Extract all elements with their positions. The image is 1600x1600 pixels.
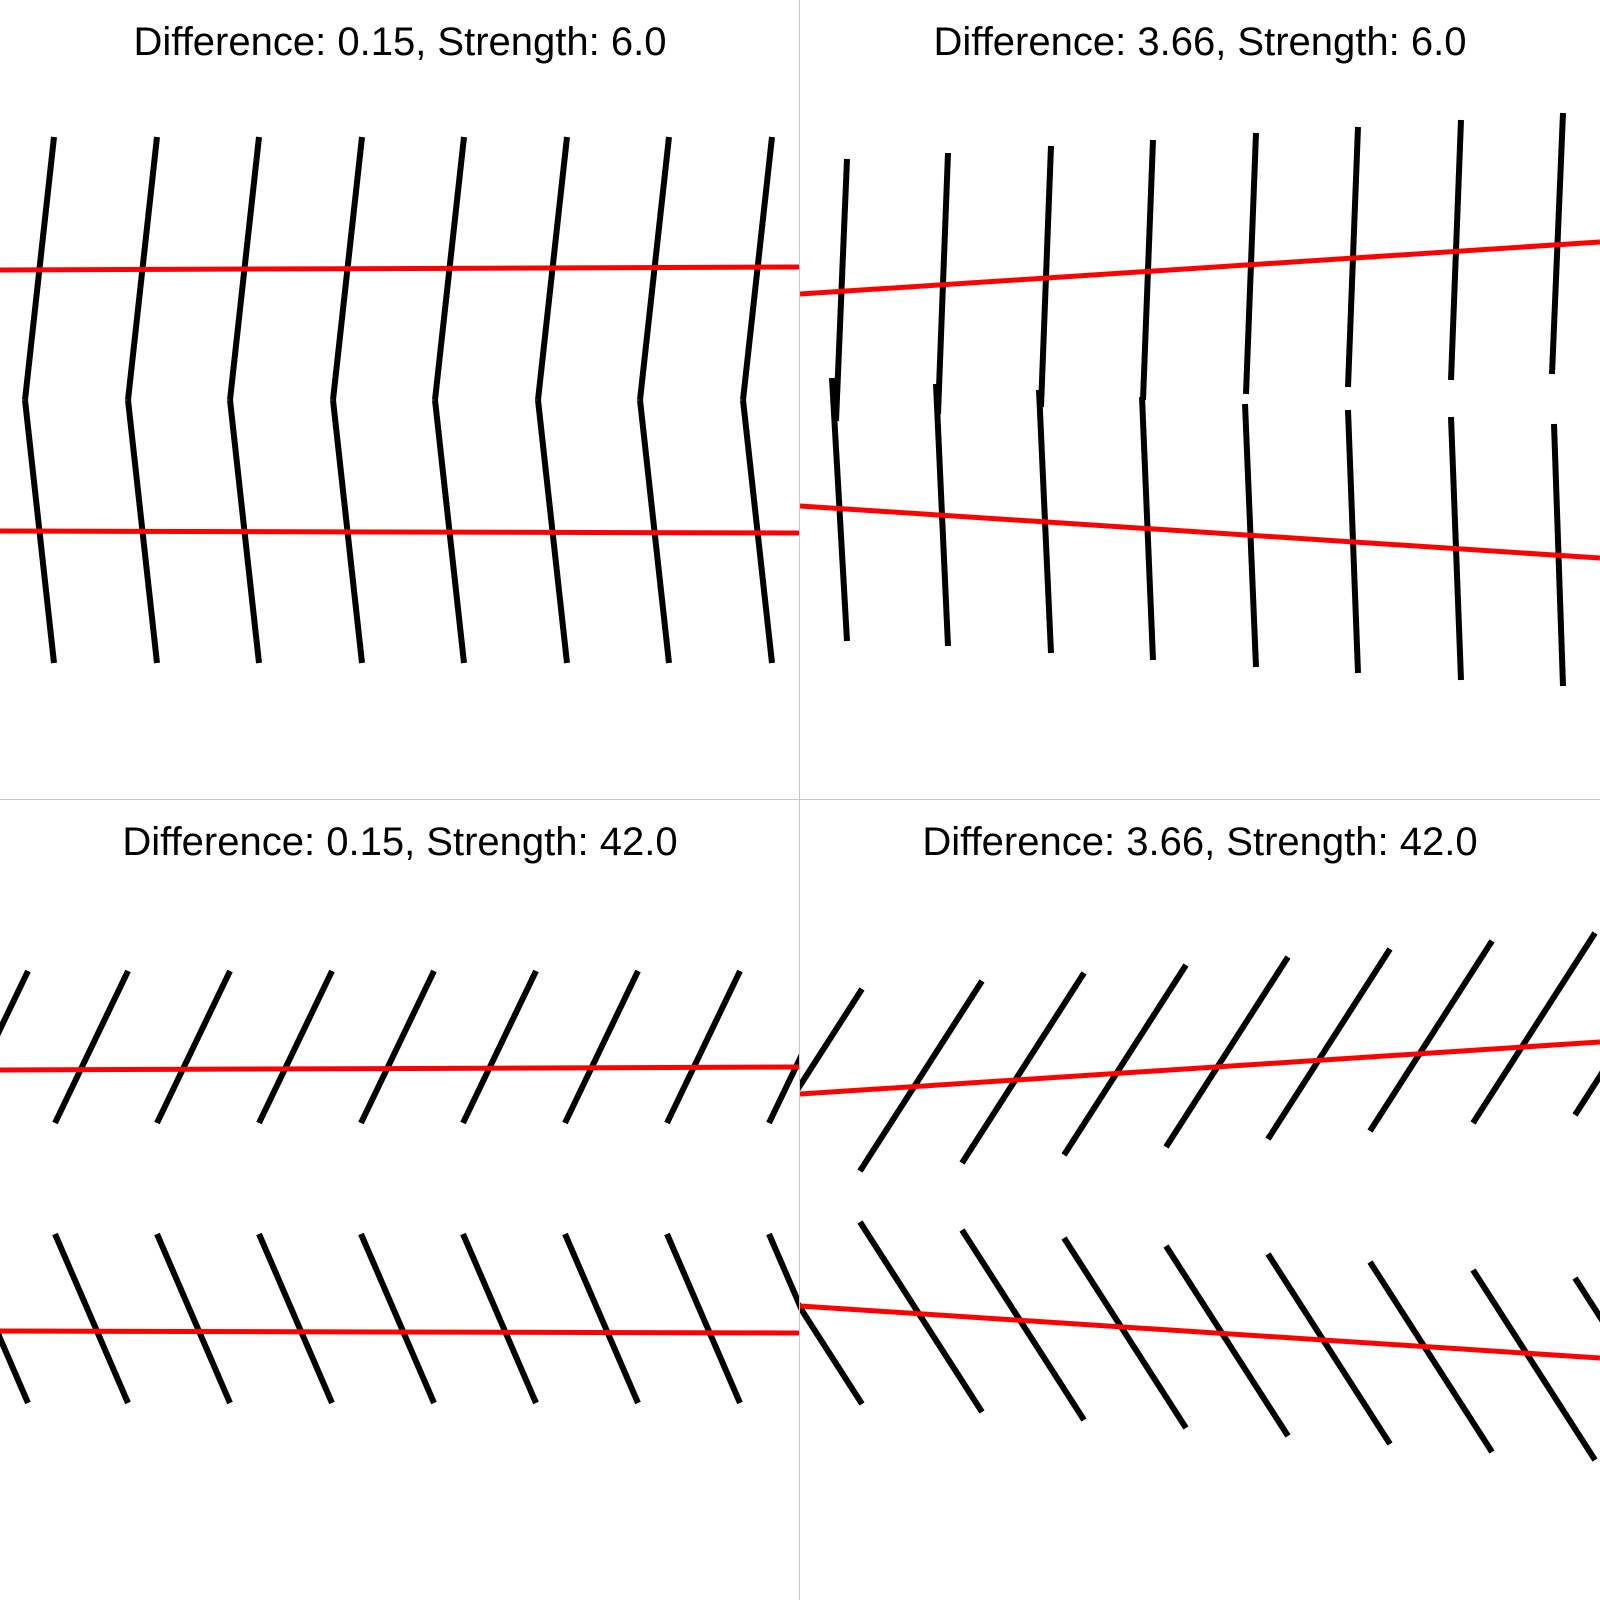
panel-title: Difference: 0.15, Strength: 42.0: [122, 820, 678, 864]
upper-inducer-line: [800, 987, 865, 1092]
lower-test-line: [800, 503, 1600, 561]
stimulus-drawing: [800, 931, 1600, 1462]
upper-inducer-line: [1470, 931, 1598, 1125]
lower-inducer-line: [52, 1232, 131, 1405]
lower-inducer-line: [1470, 1268, 1598, 1462]
lower-inducer-line: [766, 1232, 800, 1314]
upper-test-line: [0, 264, 800, 273]
upper-inducer-line: [959, 971, 1087, 1165]
upper-inducer-line: [52, 969, 131, 1125]
lower-inducer-line: [1367, 1260, 1495, 1454]
lower-inducer-line: [857, 1220, 985, 1414]
panel-title: Difference: 3.66, Strength: 42.0: [922, 820, 1478, 864]
upper-inducer-line: [256, 969, 335, 1125]
upper-inducer-line: [562, 969, 641, 1125]
lower-inducer-line: [800, 1301, 865, 1406]
panel-difference-3-66-strength-42: Difference: 3.66, Strength: 42.0: [800, 800, 1600, 1600]
upper-inducer-line: [1572, 1070, 1600, 1117]
lower-inducer-line: [154, 1232, 233, 1405]
lower-inducer-line: [358, 1232, 437, 1405]
lower-inducer-line: [1265, 1252, 1393, 1446]
panel-difference-0-15-strength-42: Difference: 0.15, Strength: 42.0: [0, 800, 800, 1600]
panel-difference-3-66-strength-6: Difference: 3.66, Strength: 6.0: [800, 0, 1600, 800]
vertical-divider: [799, 0, 800, 1600]
lower-inducer-line: [562, 1232, 641, 1405]
lower-inducer-line: [1163, 1244, 1291, 1438]
upper-test-line: [800, 1039, 1600, 1097]
lower-test-line: [800, 1303, 1600, 1361]
upper-inducer-line: [1265, 947, 1393, 1141]
lower-inducer-line: [460, 1232, 539, 1405]
upper-inducer-line: [460, 969, 539, 1125]
stimulus-drawing: [800, 112, 1600, 687]
upper-inducer-line: [0, 969, 31, 1037]
upper-inducer-line: [154, 969, 233, 1125]
upper-test-line: [800, 239, 1600, 297]
panel-title: Difference: 3.66, Strength: 6.0: [933, 20, 1467, 64]
lower-inducer-line: [664, 1232, 743, 1405]
stimulus-drawing: [0, 969, 800, 1405]
stimulus-drawing: [0, 136, 800, 664]
horizontal-divider: [0, 799, 1600, 800]
upper-inducer-line: [1367, 939, 1495, 1133]
upper-inducer-line: [664, 969, 743, 1125]
lower-test-line: [0, 528, 800, 536]
lower-inducer-line: [1061, 1236, 1189, 1430]
lower-inducer-line: [0, 1330, 31, 1405]
panel-difference-0-15-strength-6: Difference: 0.15, Strength: 6.0: [0, 0, 800, 800]
lower-inducer-line: [256, 1232, 335, 1405]
upper-inducer-line: [1061, 963, 1189, 1157]
lower-test-line: [0, 1328, 800, 1336]
lower-inducer-line: [959, 1228, 1087, 1422]
upper-test-line: [0, 1064, 800, 1073]
upper-inducer-line: [358, 969, 437, 1125]
upper-inducer-line: [766, 1051, 800, 1125]
upper-inducer-line: [857, 979, 985, 1173]
upper-inducer-line: [1163, 955, 1291, 1149]
lower-inducer-line: [1572, 1276, 1600, 1323]
panel-title: Difference: 0.15, Strength: 6.0: [133, 20, 667, 64]
